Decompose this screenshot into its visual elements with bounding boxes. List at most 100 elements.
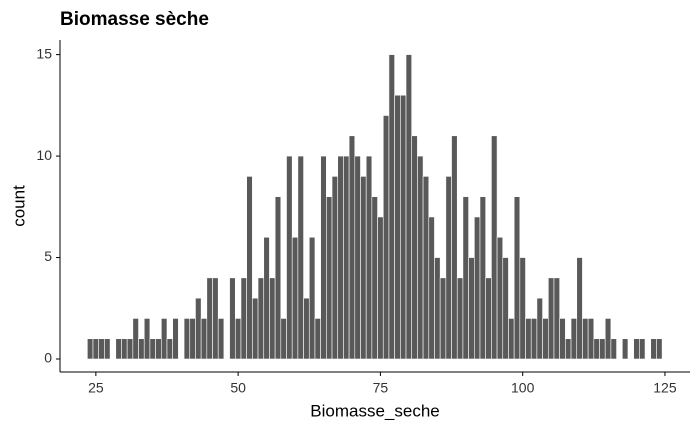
bar: [149, 338, 156, 360]
bar: [553, 277, 560, 360]
bar: [633, 338, 640, 360]
bar: [542, 318, 549, 360]
bar: [610, 338, 617, 360]
bar: [496, 236, 504, 360]
x-axis-label: Biomasse_seche: [310, 401, 439, 420]
bar: [565, 338, 572, 360]
bar: [121, 338, 128, 360]
bar: [394, 94, 401, 360]
bar: [570, 318, 578, 360]
bar: [274, 196, 282, 360]
bar: [348, 135, 356, 360]
bar: [456, 277, 464, 360]
bar: [428, 216, 435, 360]
y-axis-label: count: [9, 185, 28, 227]
bar: [388, 54, 395, 360]
bar: [280, 318, 287, 360]
y-tick-label: 5: [44, 248, 52, 264]
bar: [559, 318, 566, 360]
bar: [229, 277, 236, 360]
chart-title: Biomasse sèche: [60, 9, 209, 30]
bar: [451, 135, 458, 360]
bar: [417, 155, 424, 360]
bar: [132, 318, 139, 360]
bar: [263, 236, 270, 360]
bar: [599, 338, 606, 360]
bar: [445, 176, 452, 360]
bar: [252, 297, 259, 360]
bar: [166, 338, 173, 360]
bar: [155, 338, 162, 360]
bar: [286, 155, 293, 360]
bar: [400, 94, 407, 360]
bar: [377, 216, 384, 360]
x-tick-label: 75: [373, 380, 389, 396]
bar: [371, 196, 378, 360]
bar: [189, 318, 196, 360]
bar: [587, 318, 595, 360]
bar: [138, 338, 145, 360]
bar: [593, 338, 600, 360]
bar: [343, 155, 350, 360]
bar: [98, 338, 105, 360]
bar: [479, 196, 486, 360]
bar: [530, 318, 538, 360]
bar: [547, 277, 555, 360]
bar: [126, 338, 134, 360]
bar: [474, 216, 481, 360]
bar: [525, 318, 532, 360]
bar: [576, 257, 583, 360]
bar: [405, 54, 413, 360]
bar: [326, 196, 333, 360]
bar: [434, 257, 441, 360]
bar: [104, 338, 111, 360]
bar: [468, 257, 475, 360]
bar: [513, 196, 521, 360]
bar: [206, 277, 213, 360]
bar: [314, 318, 321, 360]
bar: [212, 277, 219, 360]
y-tick-label: 0: [44, 350, 52, 366]
x-tick-label: 100: [511, 380, 535, 396]
bar: [656, 338, 663, 360]
x-tick-label: 125: [653, 380, 677, 396]
bar: [320, 155, 327, 360]
bar: [217, 318, 225, 360]
bar: [303, 297, 310, 360]
bar: [308, 236, 316, 360]
bar: [508, 318, 515, 360]
y-tick-label: 10: [36, 147, 52, 163]
bar: [200, 318, 208, 360]
y-tick-label: 15: [36, 45, 52, 61]
bar: [639, 338, 646, 360]
bar: [269, 277, 276, 360]
bar: [297, 155, 304, 360]
bar: [422, 176, 430, 360]
bar: [172, 318, 179, 360]
bar: [115, 338, 122, 360]
bar: [604, 318, 612, 360]
bar: [143, 318, 151, 360]
bar: [439, 277, 447, 360]
bar: [582, 318, 589, 360]
bar: [650, 338, 657, 360]
bar: [411, 135, 418, 360]
bar: [183, 318, 191, 360]
bar: [360, 176, 367, 360]
x-tick-label: 50: [230, 380, 246, 396]
bar: [331, 176, 339, 360]
bar: [502, 257, 509, 360]
bar: [87, 338, 94, 360]
bar: [240, 277, 247, 360]
bar: [365, 155, 373, 360]
bar: [257, 277, 265, 360]
bar: [291, 236, 299, 360]
bar: [621, 338, 629, 360]
bar: [161, 318, 168, 360]
bar: [382, 115, 390, 360]
bar: [491, 135, 498, 360]
bar: [354, 155, 361, 360]
x-tick-label: 25: [88, 380, 104, 396]
bar: [462, 196, 469, 360]
